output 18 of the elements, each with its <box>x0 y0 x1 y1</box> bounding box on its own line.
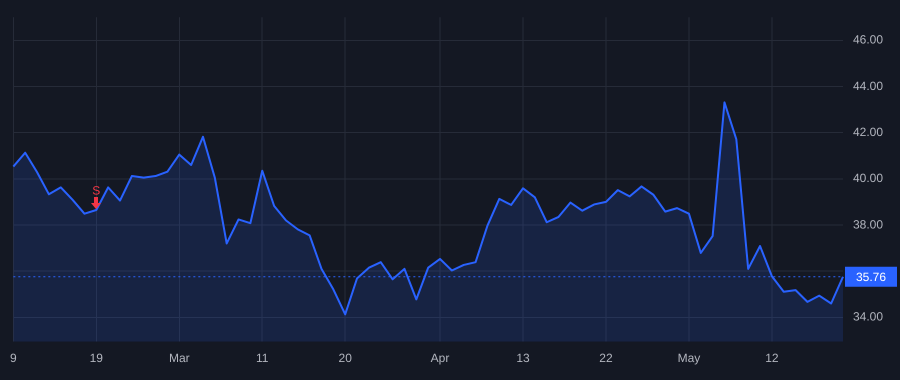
x-tick-label: 13 <box>516 351 530 366</box>
ref-line-label: 35.76 <box>856 270 886 284</box>
x-tick-label: Mar <box>168 351 190 366</box>
x-tick-label: 19 <box>90 351 104 366</box>
y-tick-label: 44.00 <box>853 78 884 93</box>
y-tick-label: 42.00 <box>853 124 884 139</box>
y-tick-label: 38.00 <box>853 217 884 232</box>
x-tick-label: 11 <box>256 351 269 366</box>
y-tick-label: 34.00 <box>853 310 884 324</box>
x-tick-label: May <box>678 351 700 366</box>
y-tick-label: 40.00 <box>853 171 884 186</box>
y-tick-label: 46.00 <box>853 32 884 47</box>
x-tick-label: Apr <box>430 351 450 366</box>
x-tick-label: 9 <box>10 351 17 366</box>
x-tick-label: 12 <box>765 351 779 366</box>
x-tick-label: 22 <box>599 351 613 366</box>
annotation: S <box>92 183 100 198</box>
x-tick-label: 20 <box>338 351 352 366</box>
